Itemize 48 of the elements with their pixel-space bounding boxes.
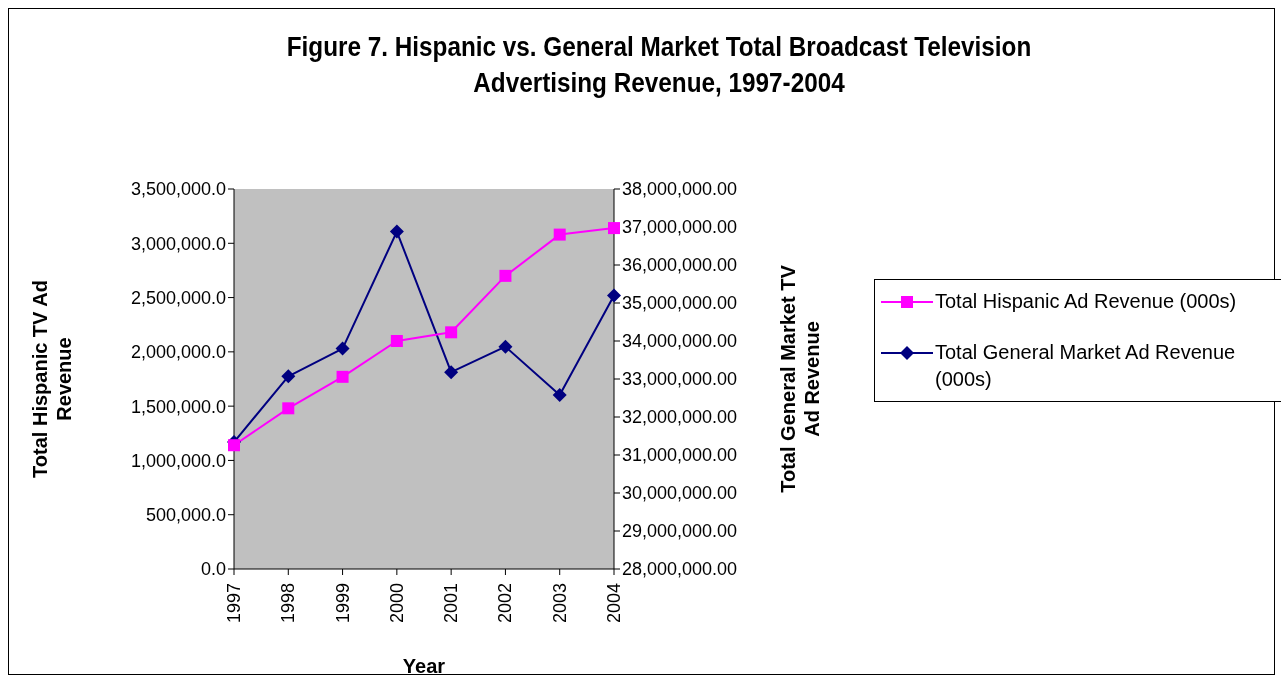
point [389, 224, 404, 239]
point [281, 369, 296, 384]
y2-tick-label: 37,000,000.00 [622, 217, 738, 238]
y-tick-label: 1,500,000.0 [130, 396, 226, 417]
y-tick-label: 500,000.0 [145, 505, 226, 526]
x-tick-label: 1998 [278, 583, 299, 624]
legend-label: Total General Market Ad Revenue (000s) [935, 340, 1237, 392]
x-axis-title: Year [402, 655, 446, 677]
point [282, 402, 295, 415]
point [336, 370, 349, 383]
legend-label: Total Hispanic Ad Revenue (000s) [935, 289, 1237, 314]
x-tick-label: 2002 [495, 583, 516, 624]
x-tick-label: 1997 [224, 583, 244, 624]
point [499, 269, 512, 282]
point [335, 341, 350, 356]
y2-tick-label: 29,000,000.00 [622, 521, 738, 542]
y2-tick-label: 30,000,000.00 [622, 483, 738, 504]
point [228, 439, 240, 452]
y2-tick-label: 33,000,000.00 [622, 369, 738, 390]
point [552, 387, 567, 402]
point [553, 228, 566, 241]
x-tick-label: 1999 [332, 583, 353, 624]
y2-axis-title: Total General Market TV Ad Revenue [777, 264, 823, 493]
y2-tick-label: 34,000,000.00 [622, 331, 738, 352]
x-tick-label: 2000 [386, 583, 407, 624]
y2-tick-label: 35,000,000.00 [622, 293, 738, 314]
x-tick-label: 2001 [441, 583, 462, 624]
y-tick-label: 3,000,000.0 [130, 233, 226, 254]
y-axis-title: Total Hispanic TV Ad Revenue [29, 280, 75, 478]
point [390, 335, 403, 347]
y2-tick-label: 38,000,000.00 [622, 179, 738, 200]
y-tick-label: 0.0 [200, 559, 226, 580]
point [607, 288, 621, 303]
point [445, 326, 458, 339]
y2-tick-label: 28,000,000.00 [622, 559, 738, 580]
y-tick-label: 2,500,000.0 [130, 287, 226, 308]
y-tick-label: 3,500,000.0 [130, 179, 226, 200]
point [498, 339, 513, 354]
y2-tick-label: 36,000,000.00 [622, 255, 738, 276]
chart-title: Figure 7. Hispanic vs. General Market Total Broadcast Television Advertising Revenue, 1997-2004 [285, 31, 1033, 100]
x-tick-label: 2004 [604, 583, 624, 624]
x-tick-label: 2003 [549, 583, 570, 624]
y-tick-label: 1,000,000.0 [130, 450, 226, 471]
point [608, 222, 620, 235]
y2-tick-label: 31,000,000.00 [622, 445, 738, 466]
y-tick-label: 2,000,000.0 [130, 342, 226, 363]
y2-tick-label: 32,000,000.00 [622, 407, 738, 428]
point [444, 365, 459, 380]
